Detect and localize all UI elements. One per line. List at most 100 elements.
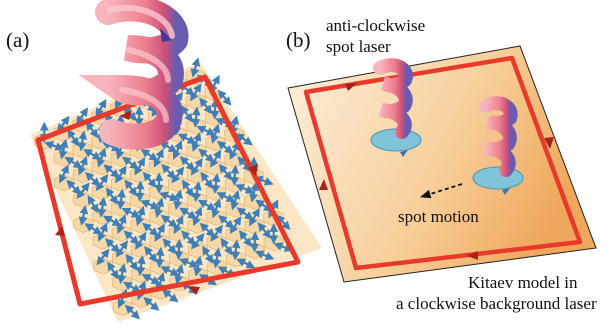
spin-arrow-icon <box>76 107 89 125</box>
spin-arrow-icon <box>192 206 203 227</box>
spin-arrow-icon <box>211 172 221 195</box>
spin-arrow-icon <box>115 240 129 258</box>
helix-laser-icon <box>373 58 413 139</box>
hexagon-tile <box>111 224 132 242</box>
spin-arrow-icon <box>173 215 184 235</box>
spin-arrow-icon <box>155 246 165 269</box>
spin-arrow-icon <box>273 242 294 252</box>
spin-arrow-icon <box>180 105 193 123</box>
spin-arrow-icon <box>105 187 118 205</box>
spin-arrow-icon <box>96 147 107 168</box>
spot-laser-1 <box>370 58 422 157</box>
spin-arrow-icon <box>107 261 119 280</box>
loop-arrowhead-icon <box>55 226 65 236</box>
background-laser-loop-b <box>303 55 583 271</box>
loop-arrowhead-icon <box>188 286 200 295</box>
loop-arrowhead-icon <box>319 179 328 190</box>
panel-b-label: (b) <box>286 28 311 52</box>
spin-arrow-icon <box>160 215 178 228</box>
spin-arrow-icon <box>257 222 272 239</box>
spin-arrow-icon <box>144 245 158 263</box>
spot-motion-label: spot motion <box>398 207 479 226</box>
kitaev-plane <box>287 45 597 283</box>
spin-arrow-icon <box>95 98 107 118</box>
spin-arrow-icon <box>115 165 127 184</box>
spin-arrow-icon <box>124 179 138 197</box>
spin-arrow-icon <box>190 83 202 102</box>
spin-arrow-icon <box>59 164 69 184</box>
spin-arrow-icon <box>210 224 223 242</box>
spin-arrow-icon <box>67 128 79 147</box>
hexagon-tile <box>206 208 227 226</box>
spin-arrow-icon <box>210 149 222 168</box>
model-label-line1: Kitaev model in <box>468 273 578 292</box>
spin-arrow-icon <box>143 296 160 311</box>
spin-arrow-icon <box>231 239 241 261</box>
loop-arrowhead-icon <box>544 137 554 149</box>
spot-laser-label-line2: spot laser <box>326 37 391 56</box>
spot-laser-label-line1: anti-clockwise <box>326 16 425 35</box>
spin-arrow-icon <box>135 180 145 202</box>
spin-arrow-icon <box>171 166 185 184</box>
spin-arrow-icon <box>211 198 222 219</box>
spin-arrow-icon <box>199 97 213 115</box>
spin-arrow-icon <box>97 196 107 218</box>
spin-arrow-icon <box>236 258 256 269</box>
spin-arrow-icon <box>238 230 252 247</box>
spin-arrow-icon <box>142 222 159 237</box>
spin-arrow-icon <box>84 223 103 235</box>
loop-arrowhead-icon <box>345 83 357 91</box>
spin-arrow-icon <box>78 155 88 176</box>
loop-arrowhead-icon <box>248 164 258 176</box>
spin-arrow-icon <box>218 163 233 181</box>
spin-arrow-icon <box>191 106 201 128</box>
spin-arrow-icon <box>172 140 183 160</box>
spin-arrow-icon <box>191 132 202 152</box>
spot-laser-2 <box>472 96 524 195</box>
spin-arrow-icon <box>249 207 260 227</box>
helix-laser-icon <box>479 96 518 177</box>
spin-arrow-icon <box>56 115 70 133</box>
spin-arrow-icon <box>135 205 146 226</box>
spin-arrow-icon <box>193 255 203 277</box>
plane-surface <box>287 45 597 283</box>
model-label-line2: a clockwise background laser <box>396 294 597 313</box>
spin-arrow-icon <box>96 248 110 266</box>
spin-arrow-icon <box>220 237 233 256</box>
spin-arrow-icon <box>200 171 213 189</box>
hexagon-tile <box>186 142 207 160</box>
spin-arrow-icon <box>192 181 202 203</box>
spin-arrow-icon <box>78 205 89 226</box>
spin-arrow-icon <box>77 130 88 152</box>
spin-arrow-icon <box>250 231 260 253</box>
spin-arrow-icon <box>174 238 184 261</box>
spin-arrow-icon <box>235 133 253 146</box>
spin-arrow-icon <box>161 289 179 303</box>
spin-arrow-icon <box>162 238 177 255</box>
hexagon-tile <box>187 216 208 234</box>
panel-a-label: (a) <box>6 28 29 52</box>
spin-arrow-icon <box>210 98 220 120</box>
spin-arrow-icon <box>97 222 108 242</box>
spin-arrow-icon <box>216 140 234 154</box>
spin-arrow-icon <box>85 120 99 139</box>
spin-arrow-icon <box>87 195 99 214</box>
spin-arrow-icon <box>64 156 83 169</box>
spin-arrow-icon <box>116 214 127 234</box>
spin-arrow-icon <box>230 164 240 187</box>
spin-arrow-icon <box>136 255 146 277</box>
hexagon-tile <box>130 216 151 234</box>
spin-arrow-icon <box>173 189 183 211</box>
spin-arrow-icon <box>125 253 138 272</box>
spin-arrow-icon <box>154 197 165 219</box>
loop-arrowhead-icon <box>120 110 132 120</box>
spin-arrow-icon <box>116 188 126 210</box>
spin-arrow-icon <box>134 157 146 176</box>
spin-arrow-icon <box>140 149 159 161</box>
spin-arrow-icon <box>153 148 164 168</box>
spin-arrow-icon <box>217 89 232 106</box>
spin-arrow-icon <box>249 181 259 203</box>
spin-arrow-icon <box>254 250 275 261</box>
spin-arrow-icon <box>229 216 242 235</box>
